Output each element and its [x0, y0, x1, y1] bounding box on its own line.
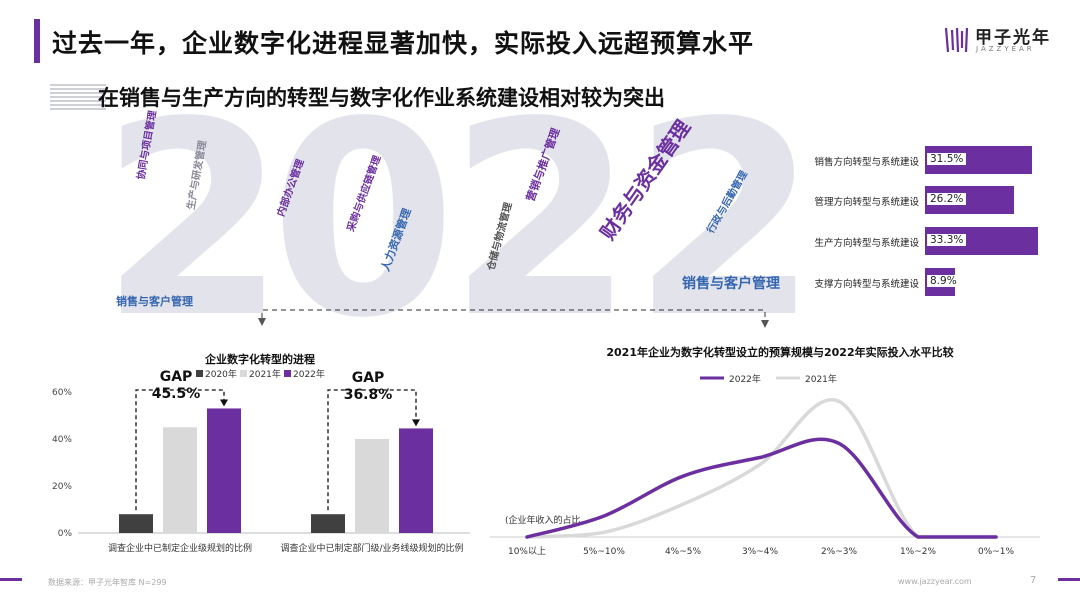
data-source: 数据来源：甲子光年智库 N=299: [48, 578, 167, 587]
footer-accent-left: [0, 578, 22, 581]
cloud-word: 销售与客户管理: [682, 276, 780, 292]
legend-label: 2021年: [805, 373, 837, 385]
x-category-label: 调查企业中已制定部门级/业务线级规划的比例: [280, 542, 463, 554]
bar-2022年: [399, 428, 433, 533]
hbar-value-label: 8.9%: [927, 275, 960, 287]
series-line-2022年: [525, 437, 998, 539]
x-tick-label: 4%~5%: [665, 547, 702, 557]
x-tick-label: 10%以上: [508, 546, 546, 557]
gap-arrow: [412, 419, 420, 427]
footer-accent-right: [1058, 578, 1080, 581]
bar-2020年: [119, 514, 153, 533]
hbar-category-label: 支撑方向转型与系统建设: [814, 279, 919, 290]
gap-label: GAP: [160, 369, 193, 385]
page-number: 7: [1030, 575, 1037, 586]
x-tick-label: 5%~10%: [583, 547, 625, 557]
website-link[interactable]: www.jazzyear.com: [898, 577, 972, 586]
chart-title: 2021年企业为数字化转型设立的预算规模与2022年实际投入水平比较: [606, 345, 953, 359]
series-line-2021年: [525, 398, 998, 539]
page-subtitle: 在销售与生产方向的转型与数字化作业系统建设相对较为突出: [98, 86, 665, 110]
legend-label: 2020年: [205, 368, 237, 380]
gap-bracket: [135, 389, 225, 511]
subtitle-decoration: [50, 84, 106, 112]
x-tick-label: 0%~1%: [978, 547, 1015, 557]
cloud-word: 销售与客户管理: [116, 295, 193, 308]
legend-label: 2022年: [293, 368, 325, 380]
legend-label: 2021年: [249, 368, 281, 380]
bar-2021年: [355, 439, 389, 533]
legend-swatch: [196, 370, 203, 377]
hbar-value-label: 31.5%: [927, 153, 967, 165]
title-accent-bar: [34, 19, 40, 63]
y-tick-label: 20%: [52, 482, 72, 492]
x-tick-label: 1%~2%: [900, 547, 937, 557]
gap-label: GAP: [352, 370, 385, 386]
gap-arrow: [220, 399, 228, 407]
x-category-label: 调查企业中已制定企业级规划的比例: [108, 542, 252, 554]
gap-bracket: [327, 389, 417, 511]
bar-2020年: [311, 514, 345, 533]
legend-swatch: [240, 370, 247, 377]
jazzyear-logo-icon: [944, 27, 969, 53]
legend-label: 2022年: [729, 373, 761, 385]
y-tick-label: 40%: [52, 435, 72, 445]
budget-line-chart: 2021年企业为数字化转型设立的预算规模与2022年实际投入水平比较 2022年 2…: [490, 345, 1040, 557]
x-tick-label: 2%~3%: [821, 547, 858, 557]
y-tick-label: 60%: [52, 388, 72, 398]
legend-swatch: [284, 370, 291, 377]
y-tick-label: 0%: [58, 529, 73, 539]
cloud-digit: 2: [100, 65, 287, 377]
hbar-value-label: 26.2%: [927, 193, 967, 205]
logo-subtitle: JAZZYEAR: [976, 45, 1035, 53]
bar-2021年: [163, 427, 197, 533]
grouped-bar-chart: 企业数字化转型的进程 2020年 2021年 2022年 0% 20% 40% 60% 调查企业…: [52, 352, 470, 554]
chart-title: 企业数字化转型的进程: [204, 352, 315, 366]
hbar-category-label: 生产方向转型与系统建设: [814, 238, 919, 249]
gap-value: 36.8%: [344, 387, 393, 403]
y-axis-label: (企业年收入的占比: [505, 514, 581, 526]
hbar-value-label: 33.3%: [927, 234, 967, 246]
logo-name: 甲子光年: [975, 28, 1051, 48]
x-tick-label: 3%~4%: [742, 547, 779, 557]
hbar-category-label: 管理方向转型与系统建设: [814, 197, 919, 208]
hbar-category-label: 销售方向转型与系统建设: [814, 157, 919, 168]
page-title: 过去一年，企业数字化进程显著加快，实际投入远超预算水平: [52, 29, 755, 58]
bar-2022年: [207, 408, 241, 533]
gap-value: 45.5%: [152, 386, 201, 402]
